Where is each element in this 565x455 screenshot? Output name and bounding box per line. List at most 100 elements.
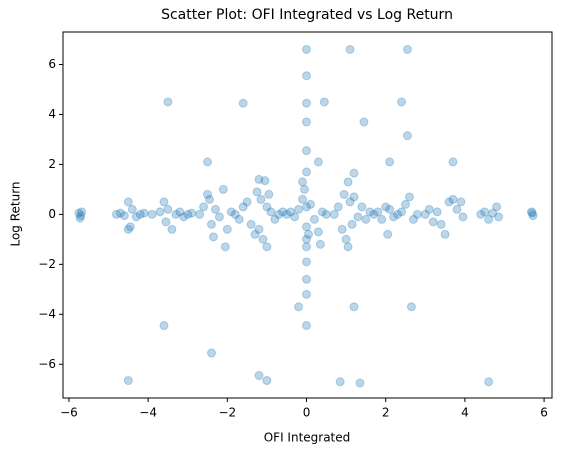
point [294,302,304,312]
point [345,44,355,54]
point [147,209,157,219]
point [339,189,349,199]
point [361,214,371,224]
point [127,204,137,214]
point [313,157,323,167]
point [321,209,331,219]
point [254,371,264,381]
point [343,242,353,252]
point [250,229,260,239]
y-tick-label: 4 [48,107,56,121]
point [302,167,312,177]
point [203,189,213,199]
point [302,222,312,232]
point [484,214,494,224]
point [317,207,327,217]
point [264,189,274,199]
x-tick-label: 4 [461,406,469,420]
point [406,302,416,312]
point [305,199,315,209]
x-axis-label: OFI Integrated [264,431,351,445]
point [302,257,312,267]
point [214,212,224,222]
point [302,44,312,54]
point [349,192,359,202]
x-tick-label: −4 [139,406,157,420]
point [161,217,171,227]
point [262,202,272,212]
point [159,321,169,331]
point [383,229,393,239]
x-tick-label: −2 [218,406,236,420]
point [258,234,268,244]
point [404,192,414,202]
point [319,97,329,107]
x-tick-label: 2 [382,406,390,420]
point [254,174,264,184]
point [222,224,232,234]
point [183,209,193,219]
point [389,212,399,222]
point [349,168,359,178]
point [424,204,434,214]
point [397,207,407,217]
chart-title: Scatter Plot: OFI Integrated vs Log Retu… [161,7,453,23]
point [270,214,280,224]
x-tick-label: 0 [303,406,311,420]
point [298,194,308,204]
point [155,207,165,217]
y-tick-label: 0 [48,207,56,221]
y-tick-label: 2 [48,157,56,171]
point [385,157,395,167]
point [476,209,486,219]
point [412,209,422,219]
point [302,234,312,244]
point [303,229,313,239]
point [393,209,403,219]
point [488,208,498,218]
point [420,209,430,219]
point [458,212,468,222]
point [428,217,438,227]
point [234,214,244,224]
point [343,177,353,187]
point [377,214,387,224]
point [381,202,391,212]
point [402,131,412,141]
y-tick-label: −6 [38,357,56,371]
point [294,204,304,214]
point [436,219,446,229]
point [298,177,308,187]
point [448,194,458,204]
point [262,376,272,386]
point [123,197,133,207]
point [205,194,215,204]
point [329,209,339,219]
point [199,202,209,212]
point [282,209,292,219]
point [286,207,296,217]
point [355,378,365,388]
point [171,209,181,219]
point [135,209,145,219]
point [123,376,133,386]
x-tick-label: −6 [60,406,78,420]
point [345,197,355,207]
point [163,204,173,214]
point [302,146,312,156]
point [337,224,347,234]
point [195,209,205,219]
point [353,212,363,222]
point [302,117,312,127]
point [456,197,466,207]
point [432,207,442,217]
point [260,176,270,186]
point [402,44,412,54]
point [131,212,141,222]
point [159,197,169,207]
point [444,197,454,207]
point [230,209,240,219]
point [373,207,383,217]
point [302,274,312,284]
